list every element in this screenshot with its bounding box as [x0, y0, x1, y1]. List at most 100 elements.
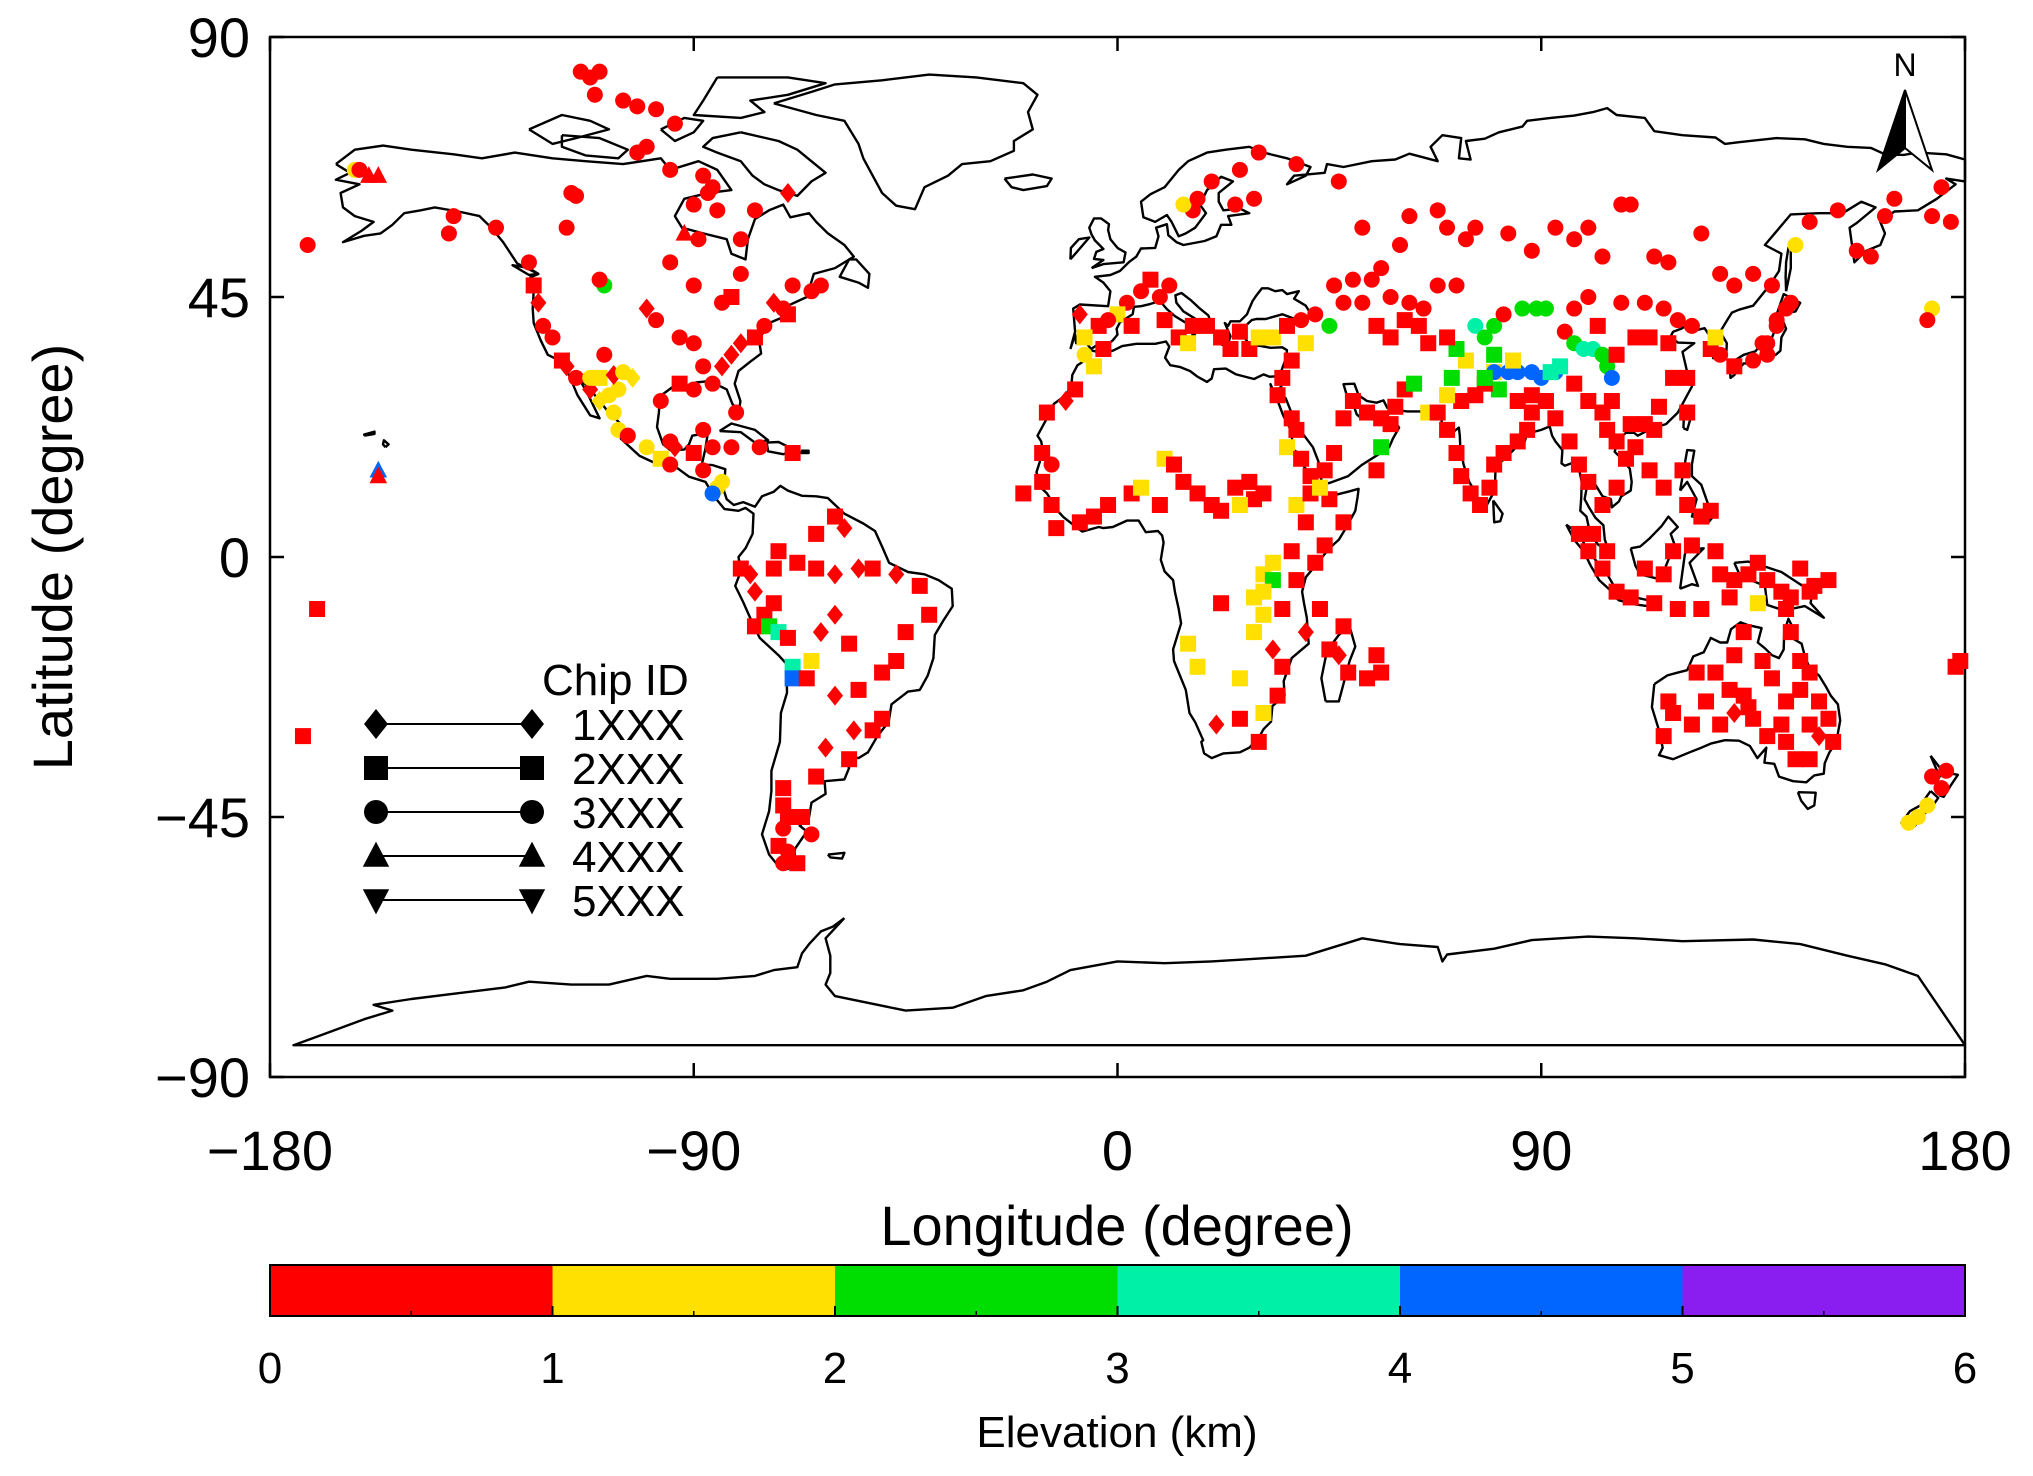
station-105 — [746, 581, 763, 602]
station-138 — [808, 768, 825, 785]
station-139 — [841, 751, 858, 768]
station-47 — [812, 277, 829, 294]
station-333 — [1523, 404, 1540, 421]
legend-label: 2XXX — [572, 745, 685, 794]
legend-marker-right — [518, 841, 546, 867]
station-183 — [1255, 606, 1272, 623]
station-466 — [1763, 670, 1780, 687]
colorbar-bin-1 — [552, 1265, 835, 1316]
station-432 — [1594, 560, 1611, 577]
plot-area — [268, 35, 1969, 1079]
station-382 — [1505, 352, 1521, 369]
station-301 — [1274, 369, 1291, 386]
station-62 — [671, 375, 688, 392]
station-347 — [1396, 312, 1413, 329]
station-244 — [1712, 265, 1729, 282]
station-61 — [685, 381, 702, 398]
station-328 — [1481, 479, 1498, 496]
station-173 — [1227, 479, 1244, 496]
station-395 — [1561, 433, 1578, 450]
station-44 — [765, 292, 782, 313]
station-396 — [1547, 410, 1564, 427]
station-405 — [1660, 335, 1677, 352]
station-434 — [1570, 525, 1587, 542]
station-213 — [1264, 639, 1281, 660]
station-349 — [1368, 317, 1385, 334]
station-427 — [1665, 543, 1682, 560]
station-18 — [662, 456, 679, 473]
station-476 — [1778, 733, 1795, 750]
station-251 — [1782, 294, 1799, 311]
station-193 — [1274, 601, 1291, 617]
colorbar-tick-label: 1 — [540, 1344, 564, 1393]
legend-entry-5XXX: 5XXX — [362, 877, 685, 926]
station-418 — [1646, 421, 1663, 438]
station-279 — [1090, 317, 1107, 334]
station-15 — [619, 427, 636, 444]
station-414 — [1655, 300, 1672, 317]
station-320 — [1406, 375, 1423, 392]
legend-label: 1XXX — [572, 701, 685, 750]
station-43 — [779, 306, 796, 323]
station-470 — [1801, 664, 1818, 681]
coastline-31 — [1492, 499, 1504, 524]
station-51 — [675, 223, 694, 241]
station-376 — [1523, 364, 1540, 381]
station-415 — [1669, 312, 1686, 329]
station-113 — [798, 670, 815, 687]
station-10 — [568, 369, 585, 386]
station-253 — [1801, 213, 1818, 230]
station-308 — [1311, 479, 1328, 496]
station-286 — [1180, 335, 1197, 352]
station-255 — [1848, 242, 1865, 259]
station-245 — [1726, 277, 1743, 294]
station-449 — [1749, 554, 1766, 571]
legend-entry-2XXX: 2XXX — [364, 745, 685, 794]
station-158 — [1043, 497, 1060, 513]
station-391 — [1608, 479, 1625, 496]
station-322 — [1429, 404, 1446, 421]
station-124 — [911, 577, 928, 594]
station-196 — [1297, 514, 1314, 531]
station-421 — [1655, 479, 1672, 496]
station-9 — [558, 356, 575, 377]
station-191 — [1250, 733, 1267, 750]
station-472 — [1820, 710, 1837, 727]
station-33 — [648, 312, 665, 329]
station-202 — [1307, 554, 1324, 571]
station-60 — [723, 289, 740, 305]
station-491 — [1900, 814, 1917, 831]
station-127 — [850, 558, 867, 579]
station-256 — [1862, 248, 1879, 265]
station-218 — [1203, 173, 1220, 190]
station-477 — [1759, 728, 1776, 745]
station-25 — [582, 369, 599, 386]
station-407 — [1627, 329, 1644, 346]
station-296 — [1293, 312, 1310, 329]
station-34 — [671, 329, 688, 346]
station-154 — [1038, 404, 1055, 421]
station-266 — [1754, 335, 1771, 352]
station-241 — [1646, 248, 1663, 265]
station-65 — [728, 404, 745, 421]
station-37 — [714, 356, 730, 377]
station-471 — [1811, 693, 1828, 710]
legend-marker-right — [518, 889, 546, 915]
station-197 — [1288, 497, 1305, 513]
station-69 — [685, 445, 702, 461]
station-203 — [1311, 601, 1328, 617]
station-240 — [1622, 196, 1639, 213]
station-165 — [1133, 479, 1150, 496]
station-57 — [662, 254, 679, 271]
station-386 — [1580, 393, 1597, 409]
station-29 — [558, 219, 575, 236]
coastline-4 — [511, 264, 540, 277]
station-354 — [1363, 271, 1380, 288]
station-335 — [1490, 381, 1507, 398]
station-340 — [1439, 387, 1456, 404]
colorbar-tick-label: 4 — [1388, 1344, 1412, 1393]
station-398 — [1523, 387, 1540, 404]
station-123 — [921, 606, 938, 623]
station-384 — [1552, 358, 1569, 375]
